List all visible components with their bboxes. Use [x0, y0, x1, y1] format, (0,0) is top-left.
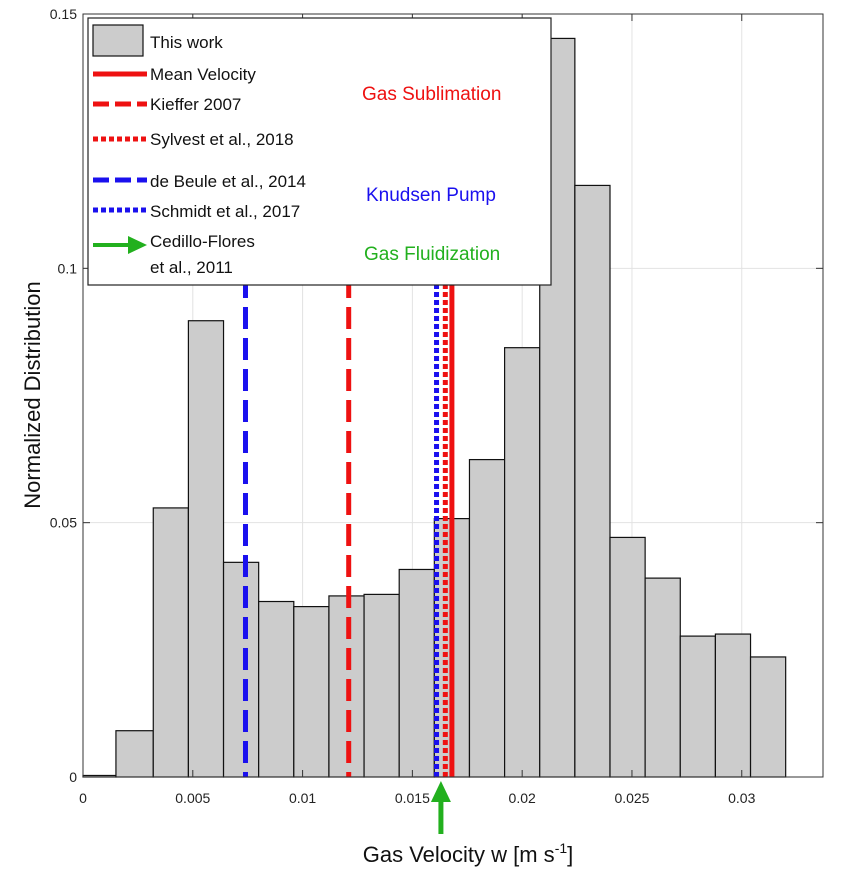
histogram-bar-15 — [609, 536, 646, 778]
x-tick-label-6: 0.03 — [728, 790, 755, 806]
legend-swatch-histogram — [92, 24, 144, 57]
x-tick-label-3: 0.015 — [395, 790, 430, 806]
legend-label-sylvest: Sylvest et al., 2018 — [150, 130, 294, 149]
legend-label-cedillo-2: et al., 2011 — [150, 258, 233, 277]
histogram-bar-4 — [222, 561, 260, 778]
x-tick-label-1: 0.005 — [175, 790, 210, 806]
histogram-bar-3 — [187, 320, 225, 778]
legend-label-this-work: This work — [150, 33, 223, 52]
histogram-bar-16 — [644, 577, 681, 778]
x-axis-label: Gas Velocity w [m s-1] — [363, 840, 574, 867]
x-tick-label-4: 0.02 — [509, 790, 536, 806]
annotation-gas-sublimation: Gas Sublimation — [362, 84, 501, 105]
histogram-bar-6 — [293, 605, 330, 778]
x-axis-label-end: ] — [567, 842, 573, 867]
y-tick-label-0: 0 — [69, 769, 77, 785]
histogram-bar-18 — [714, 633, 752, 778]
x-tick-label-2: 0.01 — [289, 790, 316, 806]
cedillo-flores-arrow — [430, 781, 451, 834]
legend-box — [87, 17, 552, 286]
x-tick-label-5: 0.025 — [614, 790, 649, 806]
legend-label-kieffer: Kieffer 2007 — [150, 95, 241, 114]
legend-label-cedillo-1: Cedillo-Flores — [150, 232, 255, 251]
reference-lines — [242, 276, 455, 777]
y-tick-label-2: 0.1 — [58, 260, 78, 276]
histogram-bar-12 — [504, 347, 541, 778]
histogram-bar-2 — [152, 507, 190, 778]
histogram-bar-14 — [574, 184, 611, 778]
legend-arrow-head — [128, 236, 147, 254]
x-tick-label-0: 0 — [79, 790, 87, 806]
plot-frame — [82, 13, 824, 778]
x-axis-label-main: Gas Velocity w [m s — [363, 842, 555, 867]
legend-label-schmidt: Schmidt et al., 2017 — [150, 202, 300, 221]
legend-label-mean-velocity: Mean Velocity — [150, 65, 256, 84]
x-axis-label-superscript: -1 — [555, 840, 568, 856]
histogram-bar-11 — [468, 458, 506, 778]
arrow-head — [430, 781, 451, 802]
histogram-bar-8 — [363, 593, 400, 778]
legend-label-de-beule: de Beule et al., 2014 — [150, 172, 306, 191]
legend: This work Mean Velocity Kieffer 2007 Syl… — [87, 17, 552, 286]
y-tick-label-1: 0.05 — [50, 515, 77, 531]
histogram-bar-19 — [749, 656, 787, 778]
histogram-bar-9 — [398, 568, 435, 778]
y-tick-label-3: 0.15 — [50, 6, 77, 22]
annotation-knudsen-pump: Knudsen Pump — [366, 185, 496, 206]
histogram-bar-1 — [115, 730, 154, 778]
y-axis-label: Normalized Distribution — [20, 281, 45, 508]
histogram-bar-17 — [679, 635, 717, 778]
histogram-bar-5 — [258, 600, 295, 778]
axis-ticks: 0 0.005 0.01 0.015 0.02 0.025 0.03 0 0.05 0.1 0.15 — [50, 6, 823, 806]
annotation-gas-fluidization: Gas Fluidization — [364, 244, 500, 265]
